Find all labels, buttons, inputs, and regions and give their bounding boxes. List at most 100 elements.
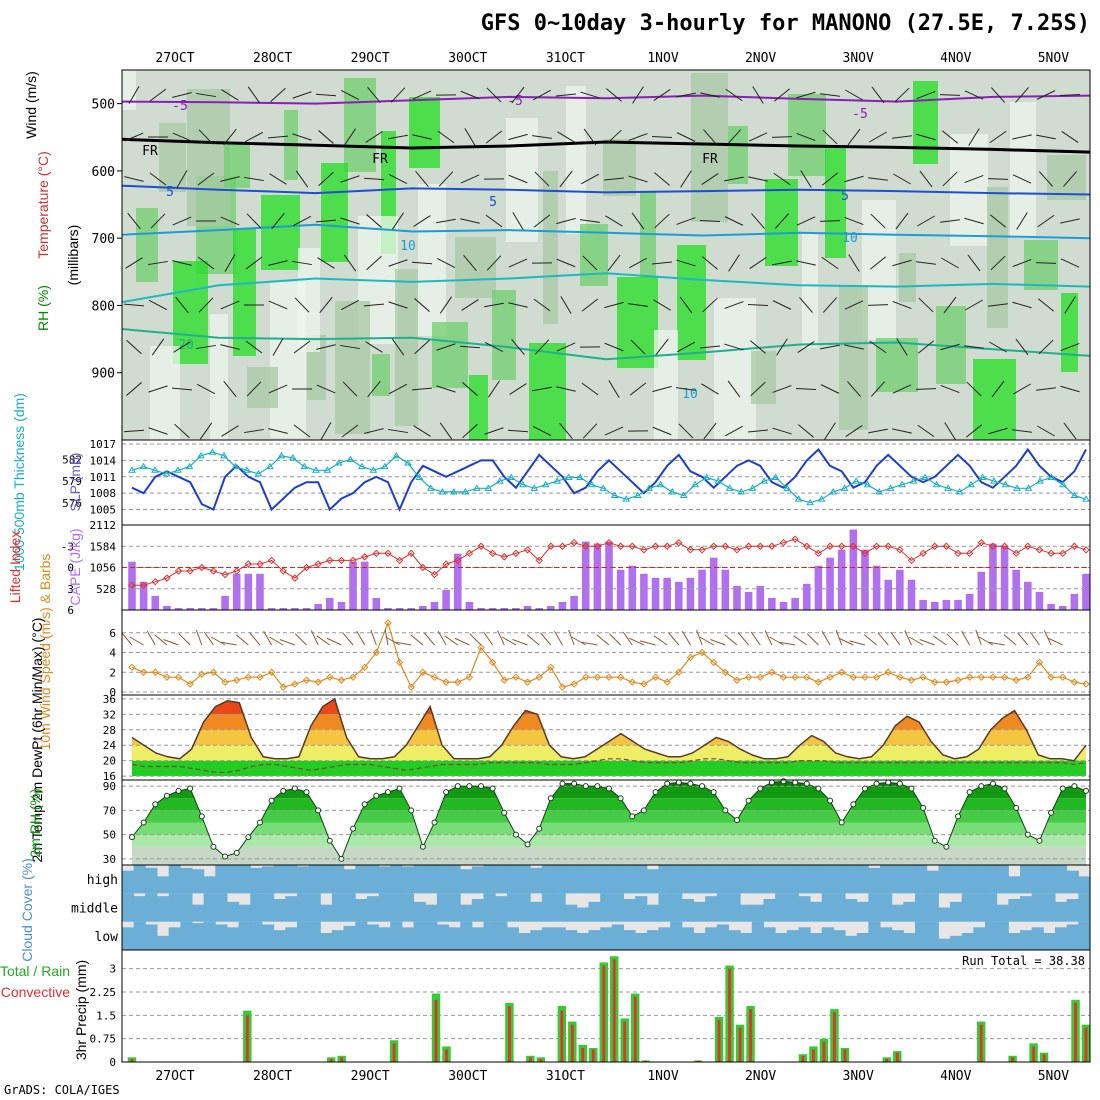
wind-barb: [532, 426, 552, 436]
date-label-bottom: 5NOV: [1038, 1069, 1069, 1084]
cloud-low-cell: [611, 924, 624, 950]
cape-bar: [442, 589, 450, 610]
wind-barb: [1060, 342, 1080, 352]
wind-barb: [413, 425, 431, 437]
li-marker: [651, 542, 660, 550]
wind-barb: [318, 171, 334, 187]
wind-barb: [726, 129, 742, 145]
cape-bar: [896, 569, 904, 610]
rh-shade: [950, 134, 988, 246]
cape-bar: [733, 585, 741, 610]
wind-barb: [364, 428, 384, 434]
date-label-top: 4NOV: [940, 51, 971, 66]
wind-barb: [844, 300, 864, 310]
cape-bar: [500, 607, 509, 610]
wind-speed-marker: [942, 678, 951, 686]
precip-convective-bar: [591, 1049, 595, 1062]
cloud-low-cell: [191, 923, 205, 950]
rh-shade: [372, 354, 390, 396]
thickness-marker: [714, 477, 723, 484]
thickness-marker: [955, 487, 964, 495]
surface-wind-barb: [195, 629, 203, 646]
cloud-low-cell: [868, 921, 881, 950]
surface-wind-barb: [608, 633, 621, 646]
wind-barb: [964, 345, 984, 349]
rh-marker: [280, 787, 287, 794]
li-marker: [1070, 542, 1079, 550]
wind-barb: [174, 423, 190, 439]
wind-barb: [508, 258, 528, 268]
run-total: Run Total = 38.38: [962, 954, 1085, 968]
thickness-marker: [702, 473, 711, 480]
wind-barb: [940, 343, 960, 351]
ytick-slp: 1008: [90, 487, 117, 500]
contour-label: 10: [842, 231, 858, 246]
wind-speed-marker: [826, 673, 834, 681]
precip-convective-bar: [539, 1058, 543, 1062]
cloud-high-cell: [250, 867, 263, 894]
rh-shade: [1061, 293, 1078, 372]
surface-wind-barb: [483, 631, 494, 646]
ytick-rh: 70: [103, 804, 116, 817]
thickness-marker: [289, 454, 297, 461]
cloud-high-cell: [180, 867, 193, 894]
rh-marker: [338, 855, 345, 862]
wind-barb: [772, 427, 792, 435]
thickness-marker: [1024, 484, 1033, 491]
cape-bar: [605, 541, 613, 610]
rh-marker: [885, 779, 892, 786]
ytick-wind: 4: [109, 647, 116, 660]
surface-wind-barb: [932, 635, 947, 646]
wind-speed-marker: [907, 676, 916, 684]
surface-wind-barb: [696, 629, 703, 646]
cape-bar: [430, 601, 439, 610]
li-marker: [942, 542, 951, 550]
wind-barb: [604, 301, 624, 309]
wind-barb: [390, 87, 406, 103]
thickness-marker: [208, 448, 217, 455]
rh-marker: [256, 819, 263, 826]
precip-convective-bar: [1042, 1054, 1046, 1062]
thickness-marker: [507, 473, 516, 480]
wind-barb: [989, 341, 1007, 353]
wind-barb: [559, 170, 573, 188]
wind-barb: [294, 297, 310, 313]
cloud-high-cell: [366, 865, 380, 894]
rh-marker: [733, 817, 740, 824]
contour-label: -5: [852, 107, 868, 122]
wind-barb: [943, 296, 957, 314]
thickness-marker: [599, 484, 608, 491]
cape-bar: [884, 579, 893, 610]
cloud-high-cell: [891, 865, 904, 894]
cloud-middle-cell: [926, 893, 939, 922]
wind-barb: [271, 212, 285, 230]
wind-barb: [1013, 383, 1031, 395]
surface-wind-barb: [581, 641, 598, 646]
ytick-thickness: 582: [62, 453, 82, 466]
precip-convective-bar: [644, 1060, 648, 1062]
wind-barb: [727, 380, 741, 398]
wind-barb: [341, 424, 359, 438]
wind-barb: [796, 216, 816, 226]
ylabel-pressure: (millibars): [65, 225, 81, 286]
rh-shade: [580, 224, 608, 286]
wind-barb: [845, 89, 863, 101]
wind-barb: [340, 90, 360, 100]
surface-wind-barb: [629, 637, 645, 646]
wind-barb: [1037, 214, 1055, 228]
wind-barb: [581, 298, 599, 312]
surface-wind-barb: [975, 629, 982, 646]
wind-barb: [391, 338, 405, 356]
thickness-marker: [875, 487, 883, 495]
wind-barb: [629, 382, 647, 396]
cloud-middle-cell: [786, 893, 799, 922]
surface-wind-barb: [326, 637, 342, 646]
wind-barb: [747, 303, 769, 307]
cloud-high-cell: [985, 865, 998, 894]
wind-speed-marker: [779, 673, 788, 681]
wind-barb: [799, 297, 813, 313]
wind-barb: [270, 87, 286, 103]
wind-barb: [268, 300, 288, 310]
wind-barb: [269, 173, 287, 185]
